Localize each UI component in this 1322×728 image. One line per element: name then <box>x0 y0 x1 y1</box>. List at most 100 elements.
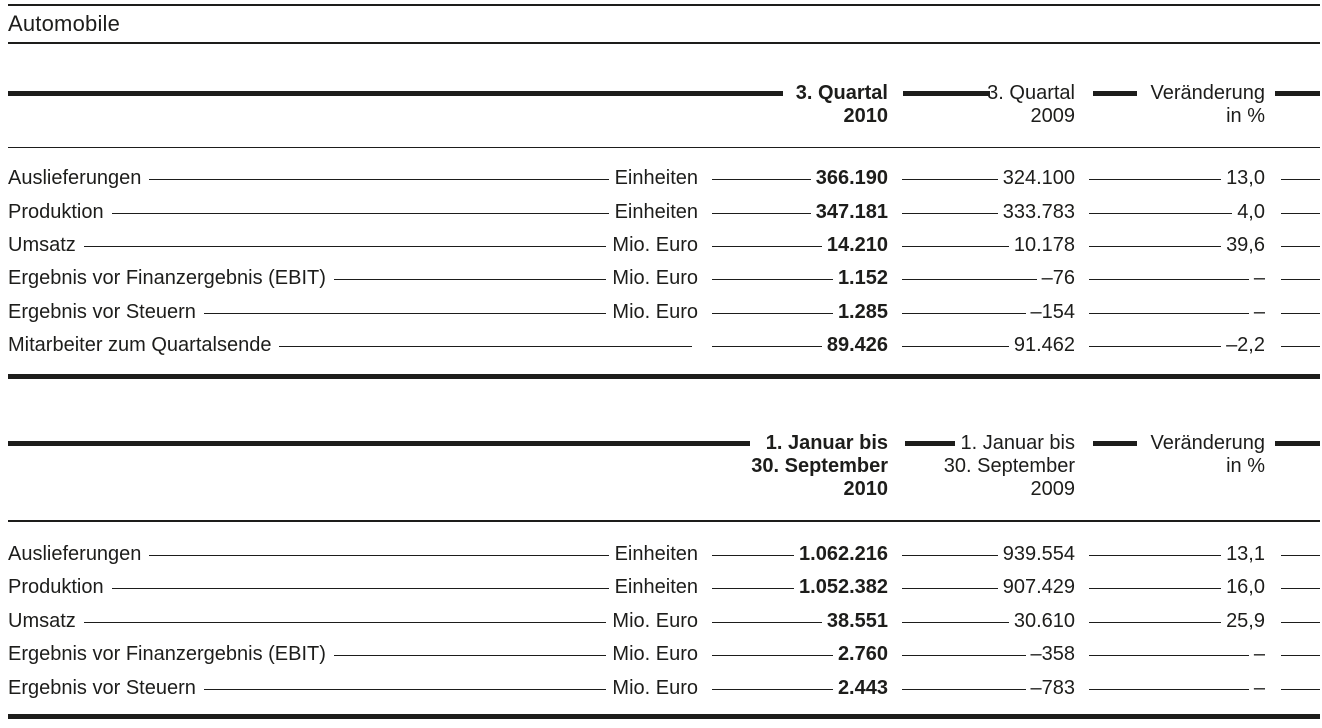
row-unit: Mio. Euro <box>612 676 698 699</box>
leader-line <box>1281 555 1320 557</box>
table-row: Ergebnis vor Steuern Mio. Euro 1.285 –154… <box>8 296 1320 329</box>
leader-line <box>111 588 609 590</box>
value-current: 1.285 <box>837 300 888 323</box>
value-current: 2.760 <box>837 643 888 666</box>
page-title: Automobile <box>8 10 121 36</box>
value-current: 89.426 <box>826 334 888 357</box>
value-current: 2.443 <box>837 676 888 699</box>
leader-line <box>1089 655 1249 657</box>
header-bar <box>1093 90 1137 96</box>
leader-line <box>1089 312 1249 314</box>
leader-line <box>83 245 607 247</box>
row-unit: Mio. Euro <box>612 643 698 666</box>
leader-line <box>712 688 833 690</box>
leader-line <box>712 555 795 557</box>
header-separator-rule <box>8 520 1320 522</box>
value-prior: –783 <box>1030 676 1076 699</box>
row-unit: Einheiten <box>614 576 698 599</box>
header-bar <box>1093 441 1137 447</box>
leader-line <box>902 279 1037 281</box>
table-row: Mitarbeiter zum Quartalsende 89.426 91.4… <box>8 329 1320 362</box>
value-change: 13,1 <box>1226 543 1265 566</box>
leader-line <box>149 555 609 557</box>
table-quarter-body: Auslieferungen Einheiten 366.190 324.100 … <box>8 148 1320 362</box>
leader-line <box>1281 245 1320 247</box>
column-header-ytd-2009: 1. Januar bis 30. September 2009 <box>943 432 1075 501</box>
row-unit: Einheiten <box>614 200 698 223</box>
table-ytd-header: 1. Januar bis 30. September 2010 1. Janu… <box>8 432 1320 520</box>
leader-line <box>1089 621 1222 623</box>
row-label: Umsatz <box>8 233 76 256</box>
leader-line <box>83 621 607 623</box>
leader-line <box>279 346 692 348</box>
title-bottom-rule <box>8 42 1320 44</box>
row-unit: Mio. Euro <box>612 300 698 323</box>
row-label: Produktion <box>8 200 104 223</box>
leader-line <box>1281 346 1320 348</box>
table-row: Auslieferungen Einheiten 1.062.216 939.55… <box>8 538 1320 571</box>
leader-line <box>1281 688 1320 690</box>
header-bar <box>1275 90 1320 96</box>
leader-line <box>1281 312 1320 314</box>
leader-line <box>1089 555 1222 557</box>
report-page: Automobile 3. Quartal 2010 3. Quartal 20… <box>0 4 1322 728</box>
value-prior: –154 <box>1030 300 1076 323</box>
value-prior: 324.100 <box>1002 167 1075 190</box>
row-label: Auslieferungen <box>8 543 142 566</box>
leader-line <box>1089 688 1249 690</box>
row-unit: Mio. Euro <box>612 267 698 290</box>
row-label: Ergebnis vor Steuern <box>8 676 196 699</box>
row-label: Umsatz <box>8 609 76 632</box>
header-bar <box>905 441 955 447</box>
value-change: – <box>1253 267 1265 290</box>
row-label: Ergebnis vor Finanzergebnis (EBIT) <box>8 643 326 666</box>
leader-line <box>1089 245 1222 247</box>
top-rule <box>8 4 1320 6</box>
value-change: – <box>1253 643 1265 666</box>
leader-line <box>902 688 1026 690</box>
leader-line <box>1089 588 1222 590</box>
value-prior: 333.783 <box>1002 200 1075 223</box>
value-current: 1.052.382 <box>799 576 888 599</box>
value-current: 1.152 <box>837 267 888 290</box>
value-current: 38.551 <box>826 609 888 632</box>
table-row: Ergebnis vor Finanzergebnis (EBIT) Mio. E… <box>8 638 1320 671</box>
table-row: Umsatz Mio. Euro 14.210 10.178 39,6 <box>8 229 1320 262</box>
header-separator-rule <box>8 146 1320 148</box>
leader-line <box>712 312 833 314</box>
leader-line <box>712 588 795 590</box>
header-bar <box>1275 441 1320 447</box>
leader-line <box>902 346 1009 348</box>
spacer <box>8 362 1320 374</box>
value-change: 4,0 <box>1237 200 1265 223</box>
leader-line <box>712 346 822 348</box>
spacer <box>8 379 1320 432</box>
leader-line <box>902 588 998 590</box>
value-change: – <box>1253 300 1265 323</box>
leader-line <box>712 245 822 247</box>
column-header-change: Veränderung in % <box>1150 432 1265 478</box>
row-unit: Einheiten <box>614 167 698 190</box>
leader-line <box>1089 346 1222 348</box>
row-unit: Mio. Euro <box>612 609 698 632</box>
leader-line <box>203 312 607 314</box>
table-quarter-bottom-rule <box>8 374 1320 380</box>
leader-line <box>333 279 607 281</box>
leader-line <box>902 655 1026 657</box>
table-row: Ergebnis vor Finanzergebnis (EBIT) Mio. E… <box>8 262 1320 295</box>
table-row: Ergebnis vor Steuern Mio. Euro 2.443 –783… <box>8 671 1320 704</box>
leader-line <box>712 212 811 214</box>
leader-line <box>1281 588 1320 590</box>
leader-line <box>1281 179 1320 181</box>
value-current: 1.062.216 <box>799 543 888 566</box>
value-change: 39,6 <box>1226 233 1265 256</box>
row-unit: Mio. Euro <box>612 233 698 256</box>
table-row: Auslieferungen Einheiten 366.190 324.100 … <box>8 162 1320 195</box>
leader-line <box>1281 212 1320 214</box>
value-change: – <box>1253 676 1265 699</box>
value-change: –2,2 <box>1226 334 1265 357</box>
leader-line <box>1089 212 1233 214</box>
leader-line <box>712 179 811 181</box>
value-prior: 939.554 <box>1002 543 1075 566</box>
header-bar <box>8 441 750 447</box>
